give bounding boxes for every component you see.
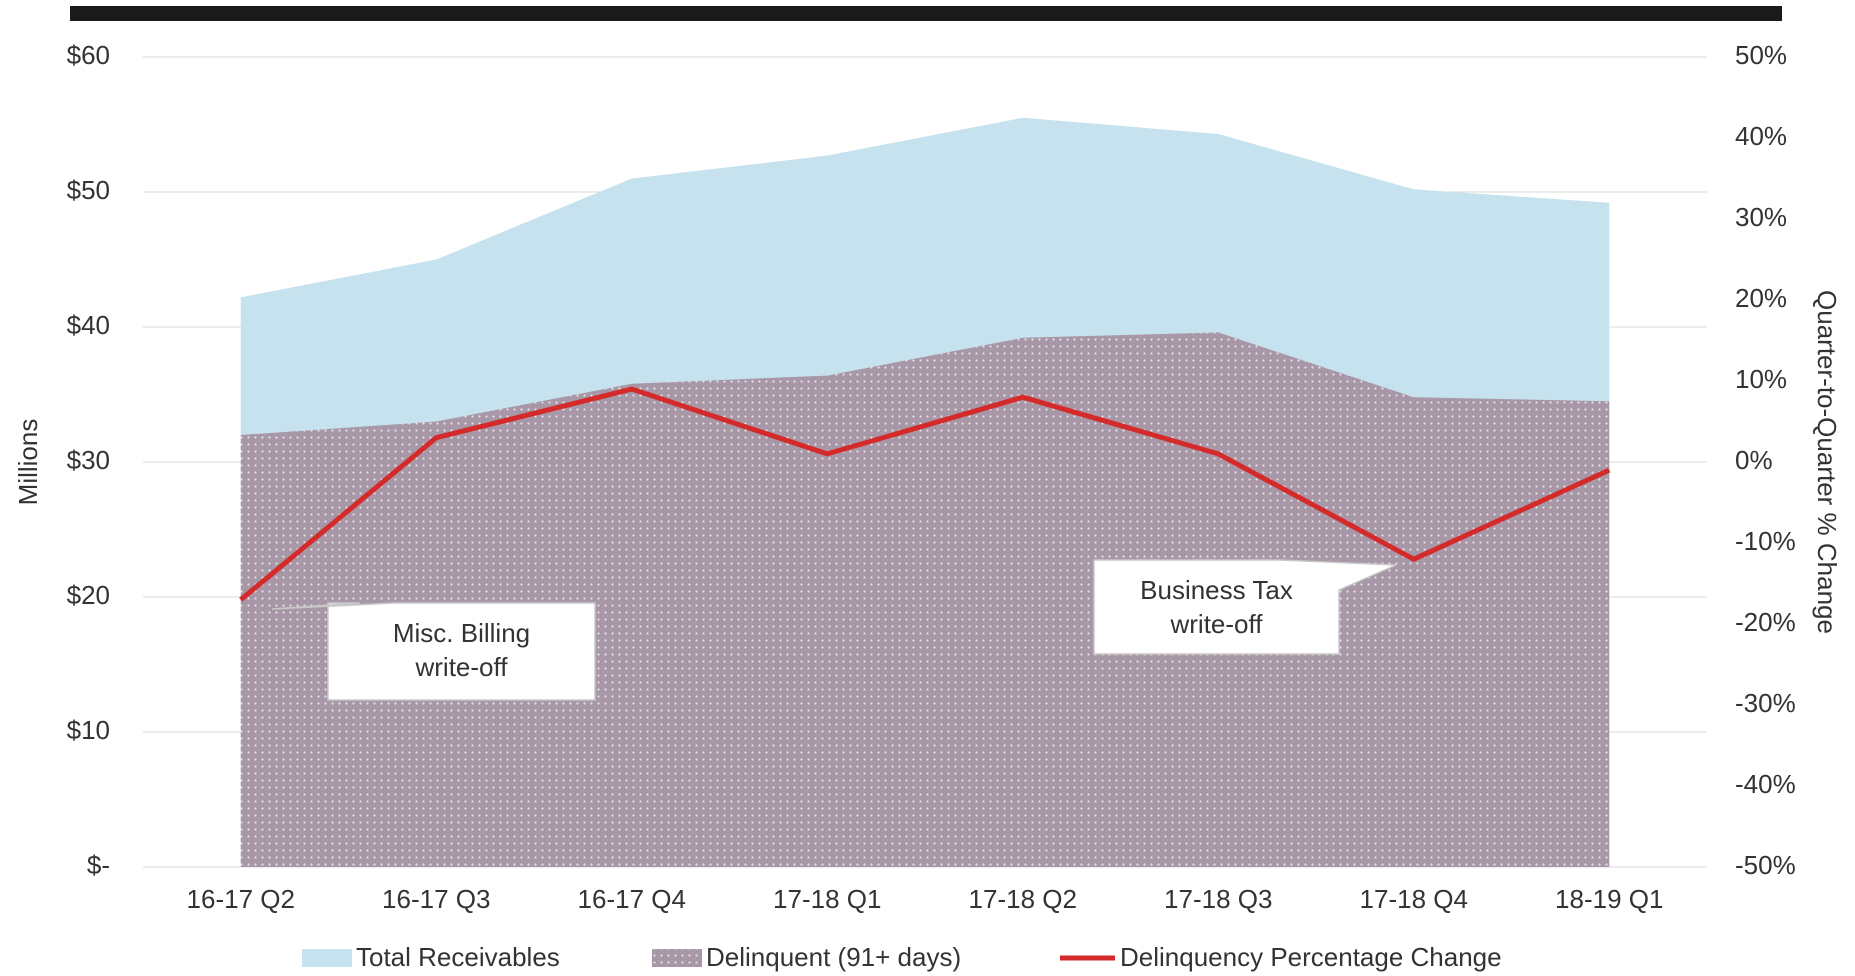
y2-tick-label: 20% — [1735, 283, 1787, 313]
y-tick-label: $30 — [67, 445, 110, 475]
y-tick-label: $60 — [67, 40, 110, 70]
x-tick-label: 16-17 Q4 — [578, 884, 686, 914]
area-series — [240, 332, 1610, 867]
x-tick-label: 16-17 Q2 — [187, 884, 295, 914]
y2-axis-label: Quarter-to-Quarter % Change — [1812, 290, 1842, 634]
legend-swatch — [652, 949, 702, 967]
legend-label: Delinquency Percentage Change — [1120, 942, 1502, 972]
line-series — [239, 386, 1611, 602]
x-tick-label: 17-18 Q2 — [969, 884, 1077, 914]
y2-tick-label: 40% — [1735, 121, 1787, 151]
x-tick-label: 18-19 Q1 — [1555, 884, 1663, 914]
x-tick-label: 17-18 Q3 — [1164, 884, 1272, 914]
y2-tick-label: 50% — [1735, 40, 1787, 70]
y2-tick-label: -10% — [1735, 526, 1796, 556]
callout-box — [1093, 559, 1397, 655]
callout-text: write-off — [415, 652, 509, 682]
legend-label: Delinquent (91+ days) — [706, 942, 961, 972]
callout: Business Tax write-off — [1093, 559, 1397, 655]
y2-tick-label: 10% — [1735, 364, 1787, 394]
callout-text: Misc. Billing — [393, 618, 530, 648]
callout: Misc. Billing write-off — [271, 602, 596, 701]
x-tick-label: 16-17 Q3 — [382, 884, 490, 914]
y-tick-label: $50 — [67, 175, 110, 205]
x-tick-label: 17-18 Q4 — [1360, 884, 1468, 914]
legend-swatch — [302, 949, 352, 967]
y-axis-label: Millions — [13, 419, 43, 506]
y-tick-label: $- — [87, 850, 110, 880]
y-tick-label: $20 — [67, 580, 110, 610]
x-tick-label: 17-18 Q1 — [773, 884, 881, 914]
y2-tick-label: -50% — [1735, 850, 1796, 880]
y2-tick-label: -20% — [1735, 607, 1796, 637]
y2-tick-label: 0% — [1735, 445, 1773, 475]
callout-text: Business Tax — [1140, 575, 1293, 605]
callout-text: write-off — [1170, 609, 1264, 639]
y2-tick-label: -40% — [1735, 769, 1796, 799]
legend-label: Total Receivables — [356, 942, 560, 972]
y2-tick-label: -30% — [1735, 688, 1796, 718]
y2-tick-label: 30% — [1735, 202, 1787, 232]
callout-box — [271, 602, 596, 701]
y-tick-label: $10 — [67, 715, 110, 745]
y-tick-label: $40 — [67, 310, 110, 340]
top-bar — [70, 6, 1782, 21]
